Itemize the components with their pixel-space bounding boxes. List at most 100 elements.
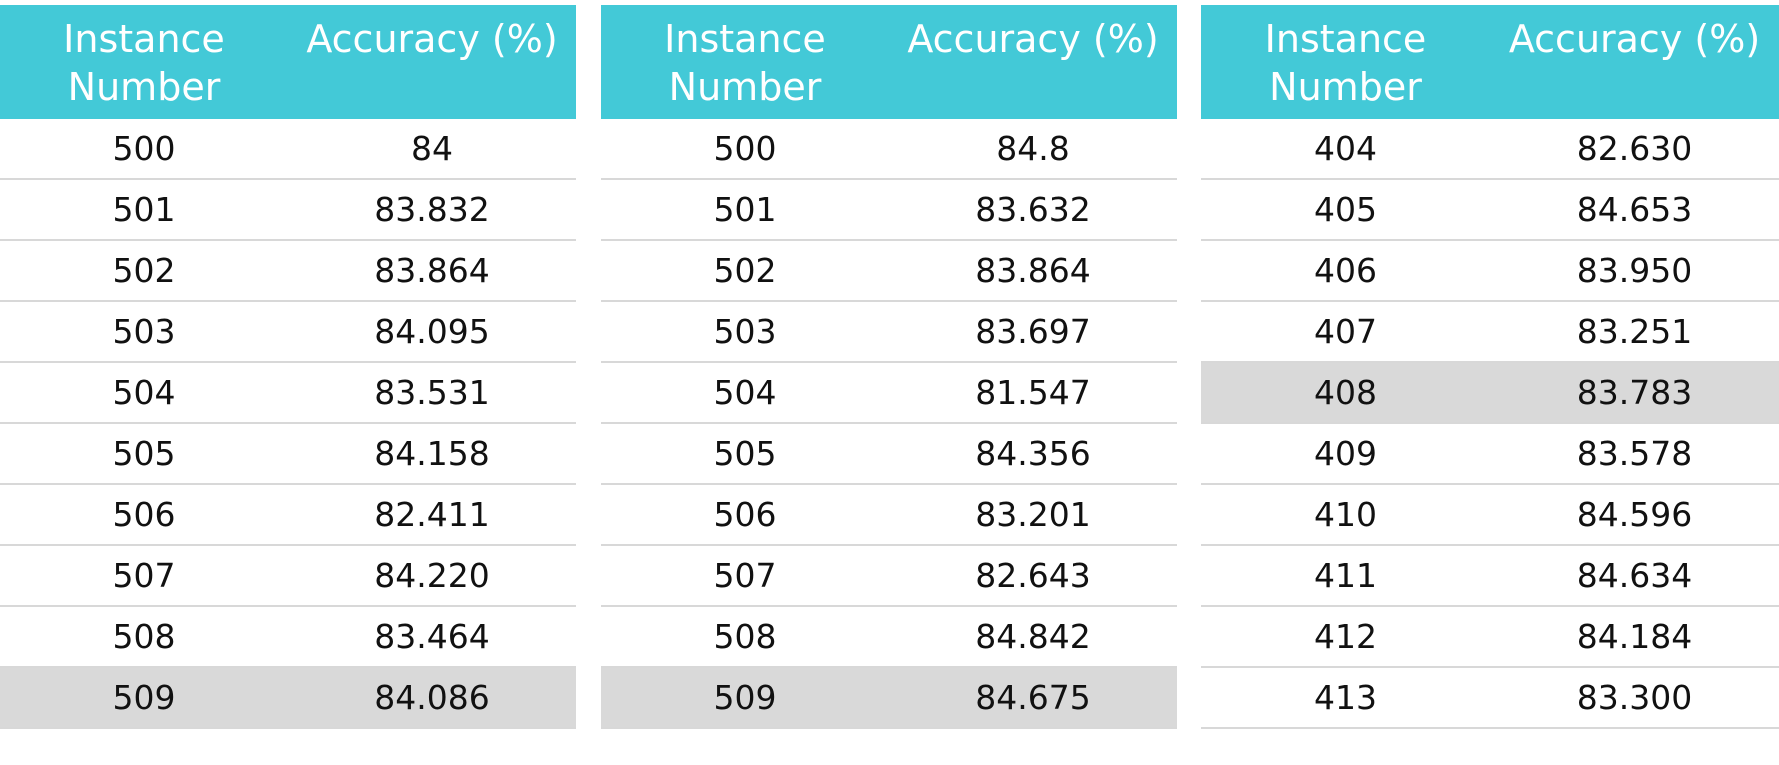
cell-instance-number: 406 [1314,251,1377,290]
cell-accuracy: 84.675 [975,678,1091,717]
cell-instance-number: 509 [112,678,176,717]
table-row: 508 84.842 [601,607,1177,668]
cell-accuracy: 82.411 [374,495,490,534]
table-row: 509 84.675 [601,668,1177,729]
cell-instance-number: 502 [713,251,777,290]
cell-instance-number: 408 [1314,373,1377,412]
cell-instance-number: 404 [1314,129,1377,168]
cell-instance-number: 503 [112,312,176,351]
cell-accuracy: 84.634 [1576,556,1693,595]
table-row: 408 83.783 [1201,363,1779,424]
cell-instance-number: 407 [1314,312,1377,351]
table-row: 503 84.095 [0,302,576,363]
cell-instance-number: 508 [713,617,777,656]
table-row: 504 81.547 [601,363,1177,424]
table-header: Instance Number Accuracy (%) [0,5,576,119]
cell-instance-number: 506 [713,495,777,534]
header-accuracy: Accuracy (%) [306,17,558,61]
cell-accuracy: 83.578 [1576,434,1693,473]
cell-instance-number: 500 [713,129,777,168]
cell-accuracy: 83.783 [1576,373,1693,412]
table-row: 413 83.300 [1201,668,1779,729]
cell-accuracy: 82.643 [975,556,1091,595]
cell-instance-number: 500 [112,129,176,168]
cell-accuracy: 81.547 [975,373,1091,412]
table-header: Instance Number Accuracy (%) [1201,5,1779,119]
cell-instance-number: 504 [112,373,176,412]
cell-accuracy: 83.300 [1576,678,1693,717]
table-row: 505 84.356 [601,424,1177,485]
cell-instance-number: 501 [713,190,777,229]
table-row: 506 83.201 [601,485,1177,546]
cell-accuracy: 83.464 [374,617,490,656]
cell-instance-number: 508 [112,617,176,656]
table-row: 506 82.411 [0,485,576,546]
accuracy-table-2: Instance Number Accuracy (%) 500 84.8 501 83.… [601,5,1177,729]
cell-accuracy: 84.095 [374,312,490,351]
cell-accuracy: 83.950 [1576,251,1693,290]
header-instance-number: Instance Number [63,17,225,109]
table-row: 507 84.220 [0,546,576,607]
cell-accuracy: 84.653 [1576,190,1693,229]
table-row: 404 82.630 [1201,119,1779,180]
cell-accuracy: 84.356 [975,434,1091,473]
header-instance-number: Instance Number [664,17,826,109]
cell-accuracy: 84.596 [1576,495,1693,534]
cell-accuracy: 83.864 [374,251,490,290]
table-row: 504 83.531 [0,363,576,424]
table-row: 409 83.578 [1201,424,1779,485]
cell-instance-number: 413 [1314,678,1377,717]
cell-instance-number: 411 [1314,556,1377,595]
cell-instance-number: 412 [1314,617,1377,656]
table-row: 406 83.950 [1201,241,1779,302]
header-instance-number: Instance Number [1264,17,1427,109]
table-header: Instance Number Accuracy (%) [601,5,1177,119]
cell-instance-number: 509 [713,678,777,717]
cell-accuracy: 84.842 [975,617,1091,656]
cell-instance-number: 502 [112,251,176,290]
accuracy-table-3: Instance Number Accuracy (%) 404 82.630 405 8… [1201,5,1779,729]
cell-accuracy: 82.630 [1576,129,1693,168]
cell-instance-number: 503 [713,312,777,351]
cell-accuracy: 83.632 [975,190,1091,229]
table-row: 410 84.596 [1201,485,1779,546]
table-row: 407 83.251 [1201,302,1779,363]
cell-accuracy: 84.086 [374,678,490,717]
table-row: 502 83.864 [601,241,1177,302]
table-row: 509 84.086 [0,668,576,729]
header-accuracy: Accuracy (%) [907,17,1159,61]
accuracy-table-1: Instance Number Accuracy (%) 500 84 501 83.83… [0,5,576,729]
table-row: 505 84.158 [0,424,576,485]
table-row: 500 84.8 [601,119,1177,180]
table-row: 507 82.643 [601,546,1177,607]
cell-instance-number: 506 [112,495,176,534]
table-row: 501 83.632 [601,180,1177,241]
cell-accuracy: 84.8 [996,129,1070,168]
cell-instance-number: 405 [1314,190,1377,229]
cell-accuracy: 83.251 [1576,312,1693,351]
table-row: 411 84.634 [1201,546,1779,607]
cell-accuracy: 84.220 [374,556,490,595]
cell-instance-number: 507 [112,556,176,595]
cell-accuracy: 83.201 [975,495,1091,534]
cell-accuracy: 84.184 [1576,617,1693,656]
cell-accuracy: 83.864 [975,251,1091,290]
table-row: 508 83.464 [0,607,576,668]
cell-instance-number: 504 [713,373,777,412]
cell-accuracy: 83.531 [374,373,490,412]
cell-instance-number: 505 [112,434,176,473]
table-row: 412 84.184 [1201,607,1779,668]
table-row: 502 83.864 [0,241,576,302]
cell-instance-number: 505 [713,434,777,473]
table-row: 501 83.832 [0,180,576,241]
cell-accuracy: 84.158 [374,434,490,473]
cell-instance-number: 507 [713,556,777,595]
cell-instance-number: 409 [1314,434,1377,473]
cell-accuracy: 83.697 [975,312,1091,351]
table-row: 405 84.653 [1201,180,1779,241]
cell-instance-number: 501 [112,190,176,229]
cell-instance-number: 410 [1314,495,1377,534]
table-row: 503 83.697 [601,302,1177,363]
table-row: 500 84 [0,119,576,180]
cell-accuracy: 83.832 [374,190,490,229]
